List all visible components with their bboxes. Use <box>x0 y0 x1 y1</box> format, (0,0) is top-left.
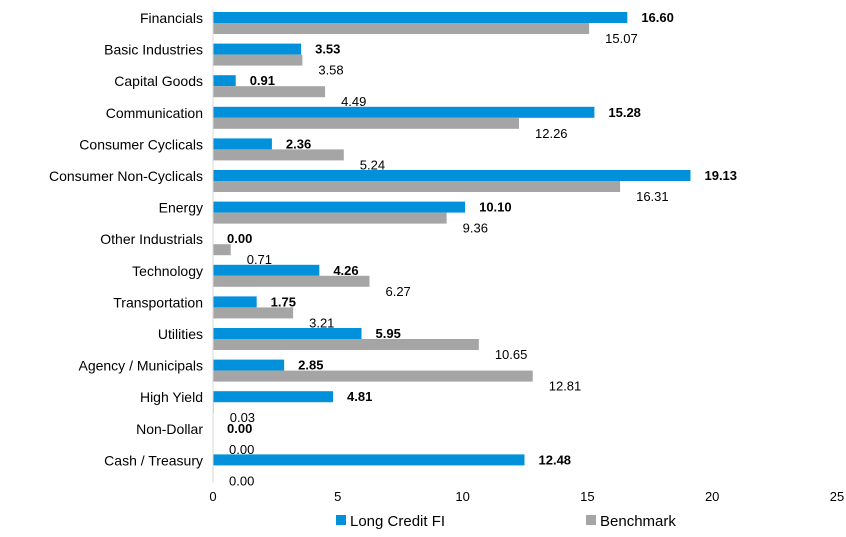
bar-long-credit-transportation <box>213 296 257 308</box>
value-label-long-credit-cash-treasury: 12.48 <box>539 452 572 467</box>
value-label-long-credit-other-industrials: 0.00 <box>227 231 252 246</box>
category-label: High Yield <box>140 389 203 405</box>
legend: Long Credit FI Benchmark <box>336 513 676 530</box>
category-label: Communication <box>106 105 203 121</box>
bar-benchmark-energy <box>213 212 447 224</box>
value-label-benchmark-energy: 9.36 <box>463 221 488 236</box>
category-labels: Financials Basic Industries Capital Goods C… <box>49 10 203 468</box>
bar-long-credit-basic-industries <box>213 43 302 55</box>
bar-long-credit-utilities <box>213 328 362 339</box>
value-label-benchmark-non-dollar: 0.00 <box>229 442 254 457</box>
bar-long-credit-technology <box>213 264 320 276</box>
value-label-long-credit-communication: 15.28 <box>608 105 641 120</box>
value-label-benchmark-basic-industries: 3.58 <box>318 63 343 78</box>
value-label-long-credit-utilities: 5.95 <box>376 326 401 341</box>
bar-long-credit-consumer-cyclicals <box>213 138 272 150</box>
value-label-benchmark-capital-goods: 4.49 <box>341 94 366 109</box>
value-label-benchmark-other-industrials: 0.71 <box>247 252 272 267</box>
bar-benchmark-consumer-non-cyclicals <box>213 181 621 192</box>
category-label: Agency / Municipals <box>78 358 203 374</box>
category-label: Capital Goods <box>114 73 203 89</box>
bar-benchmark-agency-municipals <box>213 370 533 382</box>
x-tick-label: 20 <box>705 489 719 504</box>
value-label-long-credit-high-yield: 4.81 <box>347 389 372 404</box>
legend-label-benchmark: Benchmark <box>600 513 676 530</box>
value-label-benchmark-utilities: 10.65 <box>495 347 528 362</box>
category-label: Other Industrials <box>100 231 203 247</box>
bar-benchmark-basic-industries <box>213 54 303 66</box>
bar-benchmark-other-industrials <box>213 244 231 256</box>
value-label-long-credit-financials: 16.60 <box>641 10 674 25</box>
bars <box>213 12 691 466</box>
bar-long-credit-consumer-non-cyclicals <box>213 170 691 181</box>
bar-long-credit-energy <box>213 201 466 213</box>
value-label-long-credit-technology: 4.26 <box>333 263 358 278</box>
value-label-benchmark-transportation: 3.21 <box>309 315 334 330</box>
category-label: Consumer Cyclicals <box>79 136 203 152</box>
value-label-long-credit-consumer-cyclicals: 2.36 <box>286 136 311 151</box>
bar-benchmark-communication <box>213 117 520 129</box>
category-label: Basic Industries <box>104 42 203 58</box>
x-tick-label: 10 <box>455 489 469 504</box>
bar-benchmark-technology <box>213 275 370 287</box>
category-label: Transportation <box>113 294 203 310</box>
legend-label-long-credit: Long Credit FI <box>350 513 445 530</box>
value-label-benchmark-consumer-cyclicals: 5.24 <box>360 157 385 172</box>
x-tick-label: 15 <box>580 489 594 504</box>
category-label: Consumer Non-Cyclicals <box>49 168 203 184</box>
value-label-benchmark-communication: 12.26 <box>535 126 568 141</box>
legend-swatch-long-credit <box>336 515 346 525</box>
bar-long-credit-cash-treasury <box>213 454 525 466</box>
category-label: Utilities <box>158 326 203 342</box>
value-label-long-credit-energy: 10.10 <box>479 200 512 215</box>
value-label-benchmark-cash-treasury: 0.00 <box>229 473 254 488</box>
value-label-long-credit-basic-industries: 3.53 <box>315 42 340 57</box>
bar-long-credit-agency-municipals <box>213 359 285 371</box>
value-label-benchmark-agency-municipals: 12.81 <box>549 379 582 394</box>
bar-long-credit-financials <box>213 12 628 23</box>
value-label-long-credit-non-dollar: 0.00 <box>227 421 252 436</box>
bar-benchmark-capital-goods <box>213 86 326 98</box>
category-label: Non-Dollar <box>136 421 203 437</box>
value-label-benchmark-consumer-non-cyclicals: 16.31 <box>636 189 669 204</box>
bar-long-credit-communication <box>213 106 595 118</box>
value-label-long-credit-transportation: 1.75 <box>271 294 296 309</box>
category-label: Technology <box>132 263 203 279</box>
x-tick-label: 0 <box>209 489 216 504</box>
value-label-benchmark-financials: 15.07 <box>605 31 638 46</box>
value-label-long-credit-consumer-non-cyclicals: 19.13 <box>704 168 737 183</box>
x-tick-label: 5 <box>334 489 341 504</box>
legend-swatch-benchmark <box>586 515 596 525</box>
category-label: Financials <box>140 10 203 26</box>
bar-benchmark-utilities <box>213 339 479 350</box>
value-label-benchmark-technology: 6.27 <box>385 284 410 299</box>
bar-benchmark-transportation <box>213 307 294 319</box>
category-label: Energy <box>159 200 203 216</box>
value-label-benchmark-high-yield: 0.03 <box>230 410 255 425</box>
category-label: Cash / Treasury <box>104 452 203 468</box>
value-label-long-credit-capital-goods: 0.91 <box>250 73 275 88</box>
value-label-long-credit-agency-municipals: 2.85 <box>298 358 323 373</box>
x-axis-ticks: 0 5 10 15 20 25 <box>209 489 844 504</box>
bar-long-credit-capital-goods <box>213 75 236 87</box>
x-tick-label: 25 <box>830 489 844 504</box>
bar-benchmark-financials <box>213 23 590 34</box>
bar-long-credit-high-yield <box>213 391 334 403</box>
bar-benchmark-consumer-cyclicals <box>213 149 344 161</box>
